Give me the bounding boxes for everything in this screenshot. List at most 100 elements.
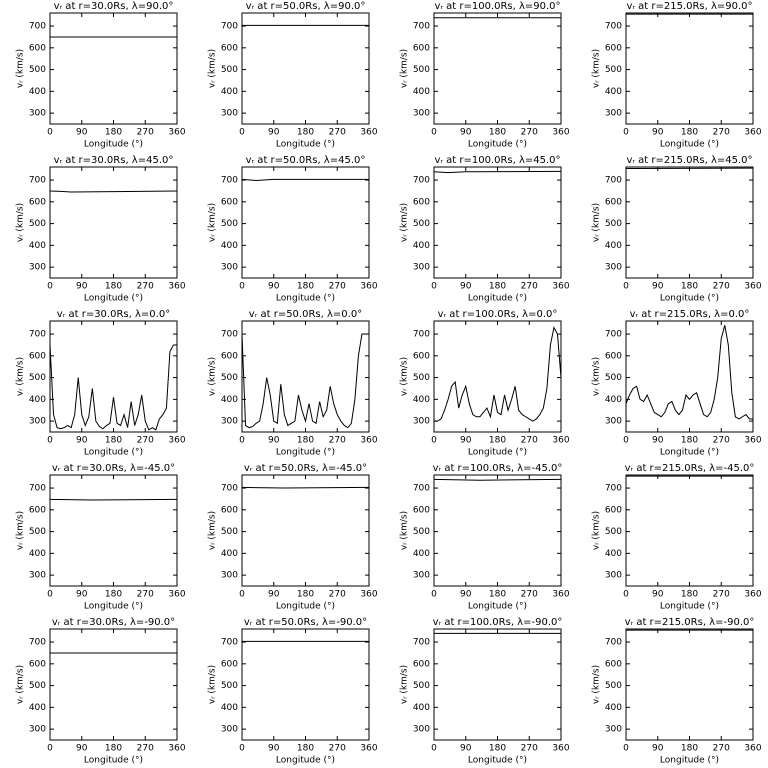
y-axis-label: vᵣ (km/s) (400, 511, 410, 550)
x-tick-label: 360 (744, 282, 761, 292)
y-tick-label: 300 (605, 417, 622, 427)
panel-title: vᵣ at r=30.0Rs, λ=45.0° (54, 155, 174, 166)
y-tick-label: 400 (29, 241, 46, 251)
y-tick-label: 300 (29, 263, 46, 273)
y-tick-label: 700 (413, 176, 430, 186)
y-tick-label: 500 (221, 219, 238, 229)
y-tick-label: 600 (29, 351, 46, 361)
x-tick-label: 90 (76, 436, 88, 446)
y-tick-label: 400 (605, 241, 622, 251)
x-tick-label: 180 (105, 282, 122, 292)
x-tick-label: 270 (713, 744, 730, 754)
y-axis-label: vᵣ (km/s) (592, 511, 602, 550)
y-axis-label: vᵣ (km/s) (592, 665, 602, 704)
x-tick-label: 180 (105, 744, 122, 754)
y-tick-label: 600 (29, 505, 46, 515)
y-axis-label: vᵣ (km/s) (16, 357, 26, 396)
x-tick-label: 270 (137, 128, 154, 138)
x-tick-label: 270 (713, 590, 730, 600)
panel-title: vᵣ at r=50.0Rs, λ=-90.0° (244, 617, 367, 628)
y-tick-label: 400 (29, 395, 46, 405)
data-line (625, 325, 753, 420)
data-line (241, 486, 370, 489)
y-tick-label: 600 (413, 197, 430, 207)
plot-frame (625, 12, 754, 125)
x-tick-label: 360 (744, 590, 761, 600)
x-tick-label: 360 (168, 282, 185, 292)
y-tick-label: 700 (413, 638, 430, 648)
y-tick-label: 400 (413, 87, 430, 97)
y-tick-label: 300 (29, 571, 46, 581)
x-tick-label: 90 (460, 436, 472, 446)
y-axis-label: vᵣ (km/s) (400, 665, 410, 704)
x-tick-label: 270 (137, 590, 154, 600)
panel: vᵣ at r=30.0Rs, λ=-90.0° Longitude (°) vᵣ … (16, 617, 186, 766)
y-tick-label: 700 (221, 330, 238, 340)
y-tick-label: 700 (29, 484, 46, 494)
y-tick-label: 500 (221, 527, 238, 537)
plot-frame (241, 166, 370, 279)
x-tick-label: 360 (744, 744, 761, 754)
y-axis-label: vᵣ (km/s) (208, 357, 218, 396)
x-tick-label: 360 (552, 436, 569, 446)
data-line (241, 333, 369, 429)
panel-title: vᵣ at r=100.0Rs, λ=-45.0° (433, 463, 563, 474)
panel: vᵣ at r=215.0Rs, λ=90.0° Longitude (°) vᵣ … (592, 1, 762, 150)
y-tick-label: 500 (221, 65, 238, 75)
y-tick-label: 400 (221, 241, 238, 251)
x-tick-label: 90 (460, 744, 472, 754)
y-tick-label: 400 (221, 87, 238, 97)
x-axis-label: Longitude (°) (468, 294, 527, 304)
y-tick-label: 300 (413, 417, 430, 427)
panel-title: vᵣ at r=100.0Rs, λ=90.0° (434, 1, 560, 12)
y-tick-label: 500 (29, 681, 46, 691)
x-tick-label: 180 (297, 590, 314, 600)
x-tick-label: 90 (652, 128, 664, 138)
x-axis-label: Longitude (°) (276, 140, 335, 150)
y-tick-label: 700 (221, 176, 238, 186)
y-tick-label: 700 (413, 484, 430, 494)
x-axis-label: Longitude (°) (660, 294, 719, 304)
panel-title: vᵣ at r=215.0Rs, λ=45.0° (626, 155, 752, 166)
y-tick-label: 500 (605, 65, 622, 75)
panel: vᵣ at r=100.0Rs, λ=-90.0° Longitude (°) vᵣ… (400, 617, 570, 766)
x-tick-label: 0 (47, 282, 53, 292)
y-tick-label: 600 (413, 659, 430, 669)
plot-frame (49, 320, 178, 433)
x-tick-label: 360 (552, 590, 569, 600)
x-tick-label: 180 (489, 436, 506, 446)
plot-frame (433, 320, 562, 433)
x-tick-label: 0 (431, 282, 437, 292)
panel: vᵣ at r=50.0Rs, λ=45.0° Longitude (°) vᵣ (… (208, 155, 378, 304)
x-tick-label: 360 (360, 436, 377, 446)
panel: vᵣ at r=100.0Rs, λ=0.0° Longitude (°) vᵣ (… (400, 309, 570, 458)
panel-title: vᵣ at r=215.0Rs, λ=0.0° (630, 309, 750, 320)
x-tick-label: 360 (168, 128, 185, 138)
x-tick-label: 360 (168, 436, 185, 446)
x-tick-label: 180 (489, 128, 506, 138)
x-tick-label: 0 (47, 744, 53, 754)
panel: vᵣ at r=215.0Rs, λ=0.0° Longitude (°) vᵣ (… (592, 309, 762, 458)
x-tick-label: 90 (268, 590, 280, 600)
y-tick-label: 400 (413, 395, 430, 405)
y-tick-label: 600 (413, 505, 430, 515)
y-tick-label: 600 (221, 505, 238, 515)
y-tick-label: 600 (29, 43, 46, 53)
y-tick-label: 700 (29, 176, 46, 186)
x-axis-label: Longitude (°) (660, 756, 719, 766)
y-axis-label: vᵣ (km/s) (592, 49, 602, 88)
y-tick-label: 400 (605, 395, 622, 405)
y-tick-label: 500 (221, 373, 238, 383)
panel-title: vᵣ at r=215.0Rs, λ=-45.0° (625, 463, 755, 474)
y-tick-label: 700 (605, 330, 622, 340)
y-tick-label: 300 (29, 417, 46, 427)
y-axis-label: vᵣ (km/s) (208, 203, 218, 242)
x-tick-label: 270 (713, 282, 730, 292)
panel: vᵣ at r=215.0Rs, λ=45.0° Longitude (°) vᵣ … (592, 155, 762, 304)
x-tick-label: 180 (489, 282, 506, 292)
panel: vᵣ at r=30.0Rs, λ=-45.0° Longitude (°) vᵣ … (16, 463, 186, 612)
x-tick-label: 180 (297, 282, 314, 292)
plot-frame (241, 12, 370, 125)
panel: vᵣ at r=100.0Rs, λ=45.0° Longitude (°) vᵣ … (400, 155, 570, 304)
panel: vᵣ at r=100.0Rs, λ=-45.0° Longitude (°) vᵣ… (400, 463, 570, 612)
